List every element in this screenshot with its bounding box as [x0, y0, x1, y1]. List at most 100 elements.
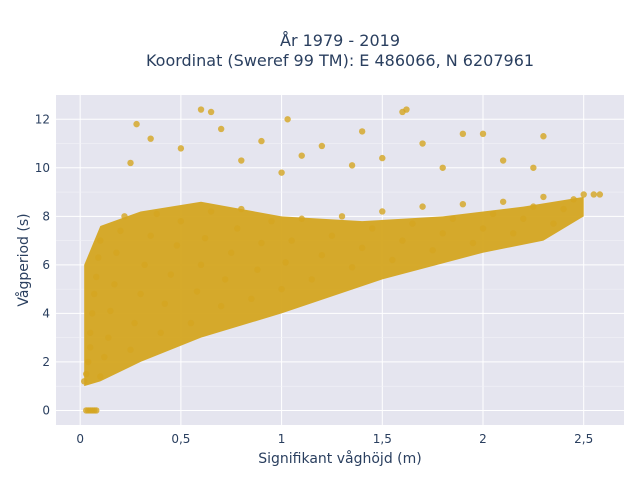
data-point	[101, 353, 108, 361]
data-point	[403, 106, 410, 113]
y-tick-label: 2	[42, 355, 50, 369]
data-point	[409, 220, 416, 227]
x-tick-label: 0,5	[171, 432, 190, 446]
x-tick-label: 2	[479, 432, 487, 446]
data-point	[173, 242, 181, 249]
data-point	[91, 290, 98, 298]
data-point	[127, 346, 134, 353]
data-point	[201, 234, 209, 242]
data-point	[419, 140, 426, 147]
dense-point-cloud	[84, 196, 584, 387]
data-point	[298, 152, 305, 159]
data-point	[238, 157, 245, 164]
data-point	[147, 135, 154, 142]
data-point	[93, 273, 100, 281]
data-point	[379, 154, 386, 162]
data-point	[308, 276, 316, 283]
data-point	[284, 116, 291, 123]
x-tick-label: 1	[278, 432, 286, 446]
data-point	[540, 193, 547, 201]
data-point	[348, 264, 356, 271]
y-tick-label: 6	[42, 258, 50, 272]
data-point	[89, 310, 96, 317]
data-point	[254, 266, 261, 273]
data-point	[469, 239, 477, 247]
data-point	[258, 239, 265, 247]
x-tick-label: 2,5	[574, 432, 593, 446]
data-point	[111, 281, 118, 288]
chart-title-line-2: Koordinat (Sweref 99 TM): E 486066, N 62…	[146, 51, 534, 70]
data-point	[217, 302, 225, 310]
data-point	[153, 210, 160, 218]
data-point	[429, 247, 436, 254]
data-point	[207, 108, 215, 116]
data-point	[580, 191, 587, 198]
data-point	[348, 162, 356, 169]
y-axis-title: Vågperiod (s)	[15, 213, 32, 306]
data-point	[207, 208, 215, 215]
data-point	[187, 319, 195, 327]
data-point	[117, 227, 124, 235]
data-point	[282, 259, 289, 266]
x-tick-label: 0	[76, 432, 84, 446]
data-point	[399, 237, 406, 244]
y-axis-ticks: 0 2 4 6 8 10 12	[35, 112, 50, 417]
data-point	[298, 215, 305, 222]
data-point	[459, 130, 467, 138]
data-point	[137, 290, 144, 298]
data-point	[167, 271, 175, 278]
data-point	[379, 208, 386, 215]
data-point	[157, 329, 164, 336]
data-point	[85, 358, 92, 366]
data-point	[439, 230, 446, 237]
data-point	[278, 169, 285, 176]
data-points	[80, 106, 604, 414]
data-point	[193, 288, 201, 295]
y-tick-label: 10	[35, 161, 50, 175]
data-point	[217, 125, 225, 133]
data-point	[97, 373, 104, 380]
data-point	[459, 200, 467, 208]
data-point	[530, 164, 537, 171]
data-point	[121, 213, 128, 220]
data-point	[141, 261, 148, 269]
data-point	[570, 196, 577, 203]
data-point	[318, 142, 326, 150]
data-point	[358, 128, 366, 135]
data-point	[147, 232, 154, 239]
data-point	[107, 307, 114, 315]
data-point	[228, 249, 235, 256]
data-point	[268, 217, 275, 225]
data-point	[419, 203, 426, 210]
data-point	[389, 256, 396, 264]
data-point	[338, 213, 346, 220]
data-point	[318, 251, 326, 259]
data-point	[221, 276, 229, 283]
data-point	[499, 157, 507, 164]
data-point	[80, 378, 88, 385]
y-tick-label: 4	[42, 306, 50, 320]
data-point	[278, 285, 285, 293]
data-point	[479, 130, 487, 138]
data-point	[197, 261, 205, 269]
data-point	[328, 232, 336, 239]
data-point	[133, 120, 140, 128]
data-point	[113, 249, 120, 256]
data-point	[560, 205, 567, 213]
data-point	[258, 137, 265, 145]
data-point	[95, 254, 102, 261]
data-point	[439, 164, 446, 171]
y-tick-label: 12	[35, 112, 50, 126]
x-axis-title: Signifikant våghöjd (m)	[258, 450, 421, 467]
data-point	[97, 237, 104, 244]
data-point	[590, 191, 597, 198]
x-tick-label: 1,5	[373, 432, 392, 446]
data-point	[596, 191, 604, 198]
data-point	[238, 205, 245, 213]
y-tick-label: 0	[42, 403, 50, 417]
data-point	[510, 230, 517, 237]
data-point	[520, 215, 527, 222]
data-point	[499, 198, 507, 205]
